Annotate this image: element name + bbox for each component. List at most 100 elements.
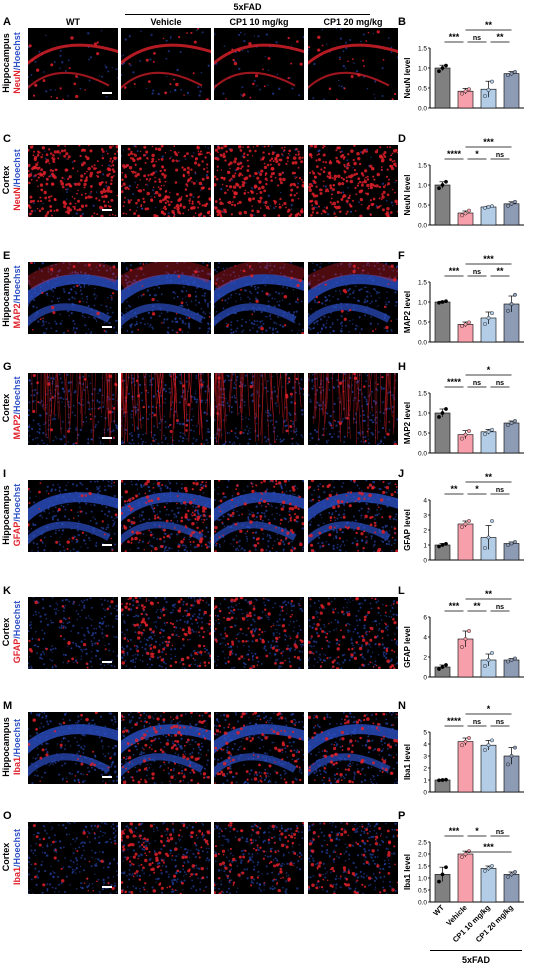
bar-1 xyxy=(457,523,474,561)
data-point xyxy=(490,204,494,209)
y-tick-label: 5 xyxy=(423,730,427,737)
y-axis-label: MAP2 level xyxy=(403,402,412,444)
y-tick-label: 1.0 xyxy=(418,300,427,307)
significance-label: *** xyxy=(483,137,494,147)
bar-3 xyxy=(503,874,520,903)
bar-3 xyxy=(503,543,520,561)
scale-bar xyxy=(102,886,112,888)
data-point xyxy=(513,656,517,661)
row-label: Cortex GFAP/Hoechst xyxy=(1,596,23,668)
significance-label: ** xyxy=(485,472,493,482)
group-header-line xyxy=(125,14,370,15)
y-tick-label: 1.0 xyxy=(418,183,427,190)
data-point xyxy=(486,658,491,662)
panel-letter-h: H xyxy=(398,361,406,373)
micrograph-texture xyxy=(308,480,398,552)
y-axis-label: Iba1 level xyxy=(403,854,412,890)
data-point xyxy=(490,79,494,84)
micrograph-texture xyxy=(308,28,398,100)
y-axis-label: GFAP level xyxy=(403,626,412,668)
panel-letter-o: O xyxy=(3,810,12,822)
column-header-wt: WT xyxy=(66,17,80,27)
data-point xyxy=(483,664,487,668)
y-tick-label: 0 xyxy=(423,558,427,565)
panel-letter-l: L xyxy=(398,585,405,597)
significance-label: ns xyxy=(496,829,504,836)
row-region: Cortex xyxy=(1,617,11,647)
panel-letter-p: P xyxy=(398,810,406,822)
x-tick-label: WT xyxy=(431,904,446,918)
bar-2 xyxy=(480,206,497,226)
significance-label: **** xyxy=(447,377,462,387)
micrograph-cp1-20-mg-kg xyxy=(308,262,398,334)
y-tick-label: 0 xyxy=(423,790,427,797)
y-tick-label: 0.5 xyxy=(418,320,427,327)
data-point xyxy=(509,71,514,76)
micrograph-texture xyxy=(28,480,118,552)
data-point xyxy=(509,754,514,758)
scale-bar xyxy=(102,209,112,211)
data-point xyxy=(483,94,487,98)
micrograph-texture xyxy=(214,145,304,217)
y-tick-label: 1.5 xyxy=(418,391,427,398)
bar-3 xyxy=(503,73,520,109)
y-tick-label: 2 xyxy=(423,528,427,535)
micrograph-texture xyxy=(28,822,118,894)
micrograph-cp1-20-mg-kg xyxy=(308,28,398,100)
significance-label: * xyxy=(487,704,491,714)
micrograph-cp1-10-mg-kg xyxy=(214,822,304,894)
y-tick-label: 0.5 xyxy=(418,431,427,438)
data-point xyxy=(440,543,445,547)
bar-0 xyxy=(434,184,451,226)
y-tick-label: 1.5 xyxy=(418,163,427,170)
data-point xyxy=(483,868,487,873)
data-point xyxy=(509,872,514,877)
column-header-cp1-10: CP1 10 mg/kg xyxy=(229,17,289,27)
micrograph-vehicle xyxy=(121,262,211,334)
data-point xyxy=(463,637,468,641)
bar-1 xyxy=(457,324,474,343)
bar-3 xyxy=(503,659,520,678)
data-point xyxy=(467,429,471,433)
micrograph-texture xyxy=(121,373,211,445)
data-point xyxy=(437,778,441,783)
bar-0 xyxy=(434,412,451,454)
data-point xyxy=(509,201,514,206)
data-point xyxy=(490,738,494,743)
chart-p: Iba1 level 0.0 0.5 1.0 1.5 2.0 2.5 *** * ns *** xyxy=(400,812,530,917)
data-point xyxy=(467,736,471,740)
panel-letter-g: G xyxy=(3,361,12,373)
y-axis-label: NeuN level xyxy=(403,58,412,99)
row-stain: Iba1/Hoechst xyxy=(12,718,22,776)
micrograph-texture xyxy=(214,822,304,894)
micrograph-vehicle xyxy=(121,373,211,445)
micrograph-texture xyxy=(28,373,118,445)
y-axis-label: Iba1 level xyxy=(403,744,412,780)
data-point xyxy=(437,415,441,419)
significance-label: ns xyxy=(496,719,504,726)
y-tick-label: 2.5 xyxy=(418,840,427,847)
data-point xyxy=(506,423,510,427)
scale-bar xyxy=(102,437,112,439)
data-point xyxy=(463,432,468,437)
row-region: Hippocampus xyxy=(1,33,11,93)
x-category-labels: WT Vehicle CP1 10 mg/kg CP1 20 mg/kg xyxy=(400,903,530,957)
y-tick-label: 1.5 xyxy=(418,864,427,871)
data-point xyxy=(440,411,445,415)
micrograph-texture xyxy=(121,822,211,894)
row-region: Hippocampus xyxy=(1,267,11,327)
y-tick-label: 0.5 xyxy=(418,86,427,93)
scale-bar xyxy=(102,661,112,663)
micrograph-texture xyxy=(28,712,118,784)
data-point xyxy=(437,69,441,74)
y-tick-label: 2 xyxy=(423,655,427,662)
data-point xyxy=(483,205,487,210)
significance-label: *** xyxy=(449,826,460,836)
micrograph-vehicle xyxy=(121,822,211,894)
data-point xyxy=(483,748,487,752)
data-point xyxy=(483,322,487,326)
data-point xyxy=(483,432,487,437)
micrograph-wt xyxy=(28,597,118,669)
y-tick-label: 4 xyxy=(423,742,427,749)
